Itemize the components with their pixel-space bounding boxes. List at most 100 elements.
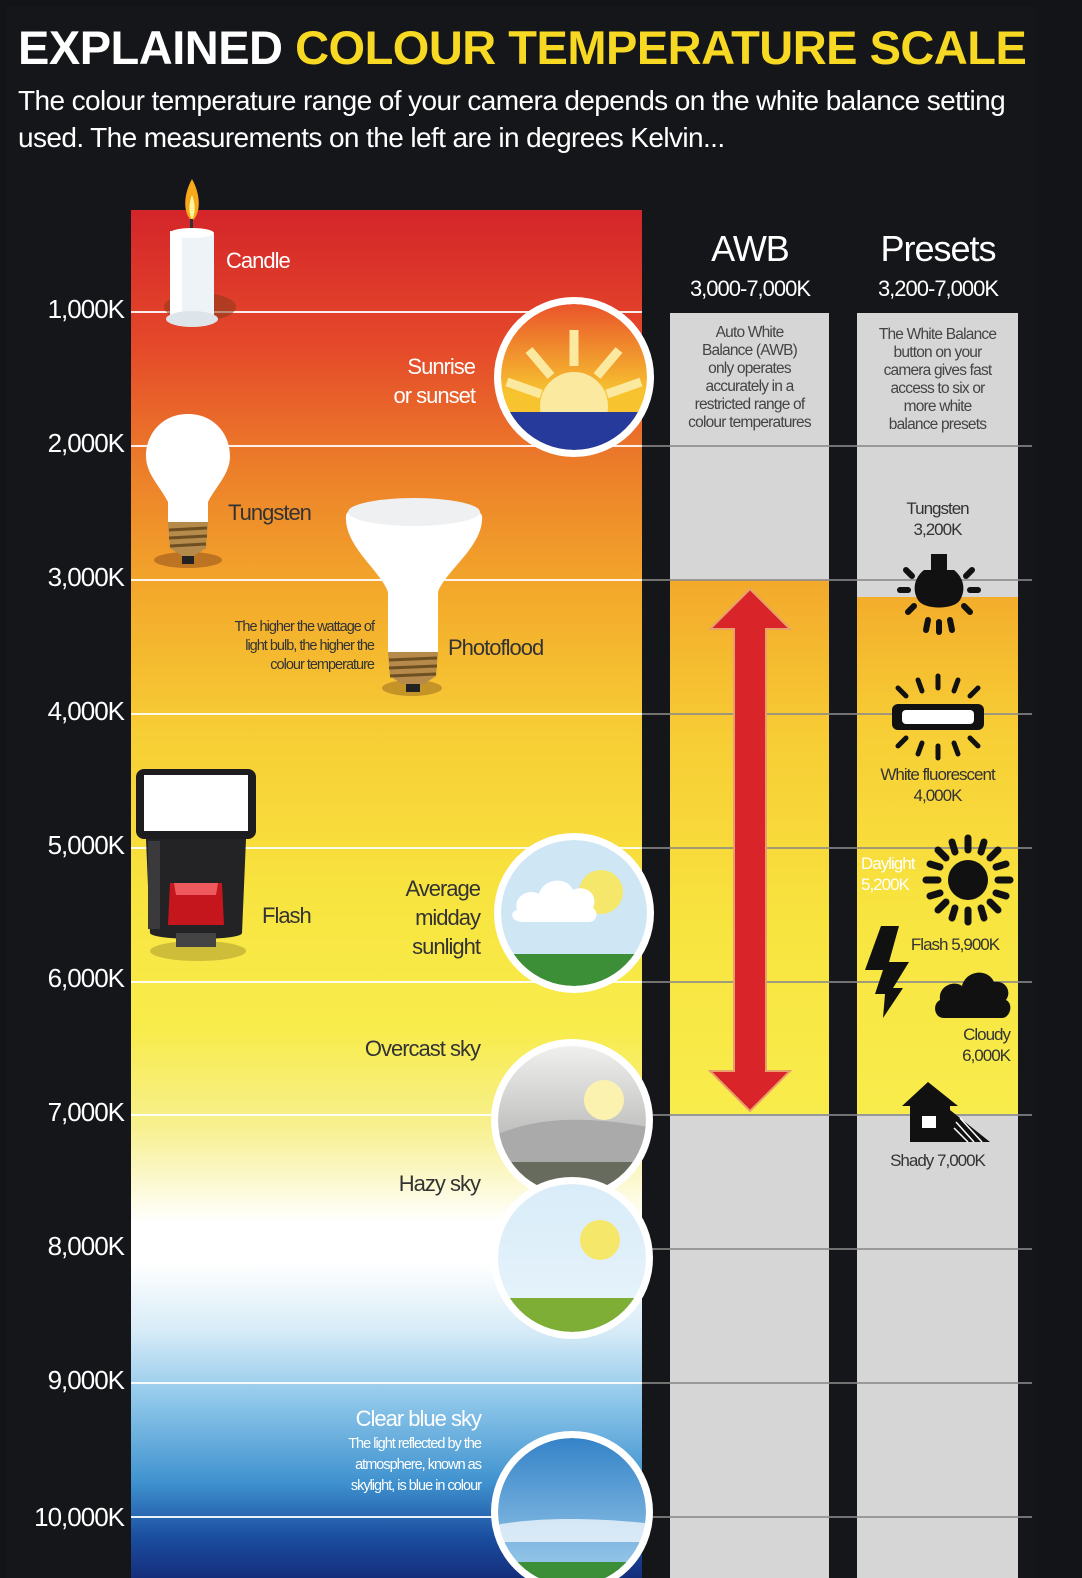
gridline [131,311,642,313]
title-white: EXPLAINED [18,21,283,74]
gridline [642,1248,1032,1250]
preset-daylight-value: 5,200K [861,875,910,894]
lightning-bolt-icon [865,926,909,1018]
gridline [642,445,1032,447]
tick-6000: 6,000K [47,963,125,993]
gridline [131,1516,642,1518]
intro-text: The colour temperature range of your cam… [18,85,1006,153]
awb-title: AWB [711,228,790,269]
clear-sky-note: The light reflected by the atmosphere, k… [270,1434,482,1497]
tungsten-bulb-illustration [146,414,230,568]
presets-note: The White Balance button on your camera … [857,326,1018,434]
wattage-note-line: light bulb, the higher the [245,638,375,654]
candle-icon [164,179,236,327]
presets-range: 3,200-7,000K [877,276,999,301]
preset-flash-label: Flash 5,900K [910,935,1000,954]
clear-sky-label: Clear blue sky [355,1406,482,1431]
tungsten-bulb-icon [897,554,981,635]
presets-note-line: camera gives fast [883,362,993,379]
sun-icon [922,834,1014,926]
sunrise-icon [494,297,654,457]
awb-note-line: restricted range of [694,396,806,413]
title-yellow: COLOUR TEMPERATURE SCALE [295,21,1027,74]
preset-fluorescent-name: White fluorescent [880,765,995,784]
preset-fluorescent-label: White fluorescent 4,000K [857,764,1018,806]
gridline [131,713,642,715]
overcast-label: Overcast sky [364,1036,481,1061]
sunrise-label-line: or sunset [393,383,477,408]
midday-label-line: Average [405,876,481,901]
tick-5000: 5,000K [47,830,125,860]
photoflood-label: Photoflood [448,635,544,660]
gridline [642,1382,1032,1384]
tick-7000: 7,000K [47,1097,125,1127]
hazy-sky-icon [491,1177,653,1339]
gridline [131,1382,642,1384]
house-shade-icon [902,1082,990,1143]
clear-sky-note-line: The light reflected by the [348,1436,482,1452]
awb-range: 3,000-7,000K [689,276,811,301]
awb-note-line: colour temperatures [688,414,811,431]
tick-10000: 10,000K [34,1502,125,1532]
awb-note-line: accurately in a [705,378,795,395]
midday-label: Average midday sunlight [355,874,481,961]
awb-note-line: only operates [708,360,791,377]
presets-note-line: access to six or [890,380,985,397]
clear-sky-note-line: atmosphere, known as [355,1457,482,1473]
tungsten-label: Tungsten [228,500,312,525]
overcast-sky-icon [491,1039,653,1201]
awb-note-line: Balance (AWB) [702,342,798,359]
gridline [131,981,642,983]
preset-cloudy-value: 6,000K [962,1046,1011,1065]
presets-title: Presets [880,228,996,269]
gridline [131,1114,642,1116]
gridline [131,1248,642,1250]
gridline [642,981,1032,983]
tick-1000: 1,000K [47,294,125,324]
tick-4000: 4,000K [47,696,125,726]
tick-3000: 3,000K [47,562,125,592]
preset-fluorescent-value: 4,000K [913,786,963,805]
sunrise-label-line: Sunrise [407,354,476,379]
gridline [642,579,1032,581]
preset-cloudy-label: Cloudy 6,000K [940,1024,1011,1066]
wattage-note-line: colour temperature [270,657,375,673]
gridline [642,847,1032,849]
candle-label: Candle [226,248,291,273]
clear-blue-sky-icon [491,1431,653,1578]
preset-daylight-label: Daylight 5,200K [861,853,915,895]
cloud-icon [935,972,1011,1018]
flash-gun-illustration [136,769,256,961]
awb-range-arrow [707,587,793,1113]
awb-note-line: Auto White [715,324,785,341]
gridline [642,1516,1032,1518]
photoflood-bulb-illustration [345,498,483,696]
presets-note-line: balance presets [888,416,987,433]
tick-9000: 9,000K [47,1365,125,1395]
gridline [642,713,1032,715]
preset-shady-label: Shady 7,000K [890,1151,986,1170]
presets-header: Presets 3,200-7,000K [848,228,1028,302]
presets-note-line: more white [903,398,973,415]
preset-daylight-name: Daylight [861,854,915,873]
gridline [131,847,642,849]
awb-header: AWB 3,000-7,000K [660,228,840,302]
page-title: EXPLAINED COLOUR TEMPERATURE SCALE [18,20,1027,75]
presets-note-line: The White Balance [878,326,997,343]
wattage-note: The higher the wattage of light bulb, th… [170,618,375,675]
preset-tungsten-value: 3,200K [913,520,963,539]
wattage-note-line: The higher the wattage of [234,619,375,635]
gridline [131,445,642,447]
presets-note-line: button on your [893,344,983,361]
gridline [642,1114,1032,1116]
hazy-label: Hazy sky [398,1171,481,1196]
tick-8000: 8,000K [47,1231,125,1261]
midday-label-line: midday [415,905,481,930]
preset-tungsten-label: Tungsten 3,200K [857,498,1018,540]
flash-label: Flash [262,903,312,928]
fluorescent-tube-icon [892,673,984,761]
preset-tungsten-name: Tungsten [906,499,969,518]
midday-label-line: sunlight [412,934,481,959]
sunrise-label: Sunrise or sunset [350,352,477,410]
tick-2000: 2,000K [47,428,125,458]
